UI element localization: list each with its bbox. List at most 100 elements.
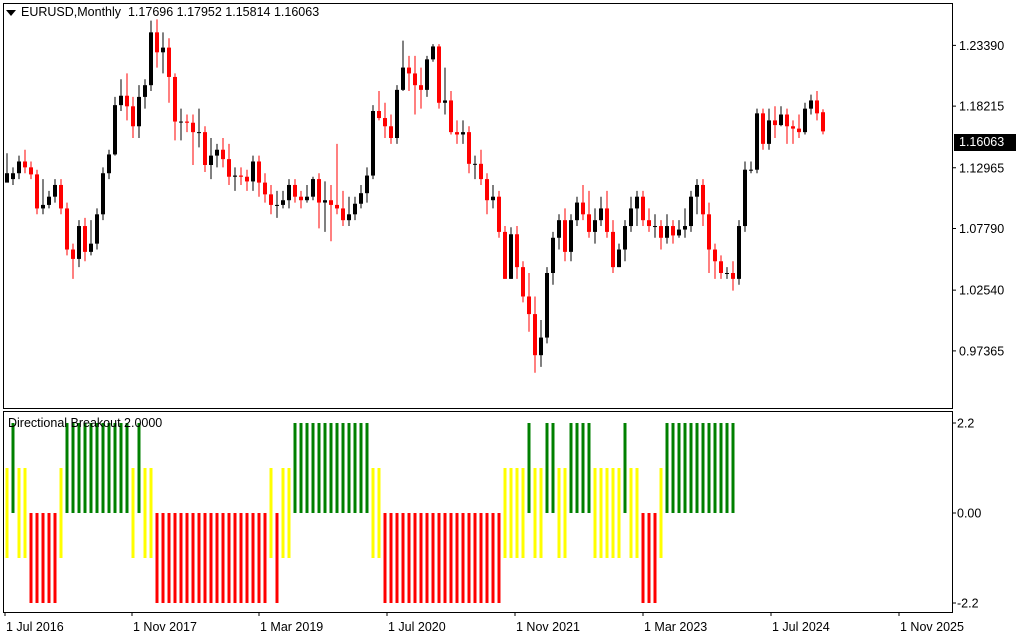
candle-body-bull — [803, 108, 807, 133]
price-tick-label: 1.12965 — [959, 161, 1004, 175]
candle-body-bull — [89, 243, 93, 252]
candle-body-bull — [743, 169, 747, 227]
candle-body-bull — [545, 273, 549, 338]
candle-body-bull — [101, 173, 105, 215]
candle-body-bear — [413, 73, 417, 86]
candle-body-bull — [209, 155, 213, 165]
candle-body-bear — [155, 32, 159, 53]
candle-body-bull — [323, 200, 327, 203]
candle-body-bull — [41, 204, 45, 209]
candle-body-bull — [53, 184, 57, 197]
candle-body-bear — [485, 179, 489, 201]
candle-body-bull — [215, 149, 219, 156]
candle-body-bull — [575, 202, 579, 221]
time-tick-label: 1 Nov 2025 — [900, 620, 964, 634]
candle-body-bull — [233, 175, 237, 177]
candle-body-bear — [227, 159, 231, 177]
candle-body-bull — [149, 32, 153, 86]
candle-body-bear — [449, 100, 453, 133]
candle-body-bear — [23, 161, 27, 168]
candle-body-bull — [593, 220, 597, 232]
candle-body-bear — [203, 132, 207, 165]
candle-body-bear — [503, 231, 507, 279]
candle-body-bull — [5, 173, 9, 183]
candle-body-bear — [167, 47, 171, 77]
candle-body-bull — [569, 220, 573, 252]
candle-body-bear — [773, 120, 777, 126]
candle-body-bear — [131, 106, 135, 127]
candle-body-bear — [335, 204, 339, 209]
candle-body-bull — [509, 234, 513, 279]
candle-body-bear — [605, 208, 609, 232]
candle-body-bear — [659, 226, 663, 238]
candle-body-bear — [563, 220, 567, 252]
candle-body-bear — [791, 126, 795, 129]
candle-body-bull — [629, 208, 633, 227]
candle-body-bear — [761, 113, 765, 144]
time-tick-label: 1 Nov 2021 — [516, 620, 580, 634]
candle-body-bull — [557, 220, 561, 238]
symbol-timeframe: EURUSD,Monthly — [21, 5, 122, 19]
candle-body-bear — [65, 208, 69, 250]
candle-body-bull — [767, 120, 771, 144]
time-tick-label: 1 Jul 2020 — [388, 620, 446, 634]
candle-body-bear — [407, 67, 411, 74]
indicator-tick-label: 2.2 — [957, 417, 974, 431]
candle-body-bear — [191, 122, 195, 133]
candle-body-bear — [83, 226, 87, 252]
current-price-tag: 1.16063 — [954, 134, 1016, 151]
time-tick-label: 1 Jul 2024 — [772, 620, 830, 634]
candle-body-bear — [731, 273, 735, 279]
candle-body-bear — [821, 112, 825, 132]
candle-body-bear — [497, 196, 501, 232]
candle-body-bull — [635, 196, 639, 209]
candle-body-bull — [689, 196, 693, 227]
price-tick-label: 1.02540 — [959, 284, 1004, 298]
candle-body-bull — [809, 100, 813, 109]
candle-body-bear — [785, 114, 789, 127]
candle-body-bear — [245, 176, 249, 182]
price-tick-label: 0.97365 — [959, 344, 1004, 358]
price-tick-label: 1.23390 — [959, 39, 1004, 53]
candle-body-bear — [611, 231, 615, 268]
candle-body-bull — [431, 46, 435, 60]
candle-body-bull — [755, 113, 759, 170]
candle-body-bear — [383, 118, 387, 127]
candle-body-bear — [389, 126, 393, 138]
candle-body-bear — [221, 149, 225, 160]
candle-body-bull — [665, 226, 669, 238]
candle-body-bull — [371, 111, 375, 176]
candle-body-bull — [347, 214, 351, 221]
dropdown-arrow-icon[interactable] — [6, 9, 16, 16]
candle-body-bear — [713, 249, 717, 262]
candle-body-bull — [749, 169, 753, 171]
candle-body-bull — [425, 59, 429, 90]
candle-body-bull — [275, 204, 279, 206]
candle-body-bear — [59, 184, 63, 209]
candle-body-bear — [329, 200, 333, 205]
candle-body-bull — [281, 200, 285, 205]
candle-body-bear — [269, 194, 273, 205]
indicator-tick-label: -2.2 — [957, 597, 979, 611]
candle-body-bull — [737, 226, 741, 279]
candle-body-bear — [641, 196, 645, 221]
candle-body-bear — [377, 111, 381, 119]
candle-body-bull — [677, 229, 681, 236]
candle-body-bull — [77, 226, 81, 259]
candle-body-bull — [551, 237, 555, 273]
candle-body-bull — [143, 85, 147, 97]
candle-body-bull — [599, 208, 603, 221]
candle-body-bull — [161, 47, 165, 53]
candle-body-bull — [95, 214, 99, 244]
candle-body-bear — [707, 214, 711, 250]
candle-body-bear — [479, 163, 483, 180]
candle-body-bear — [293, 184, 297, 197]
candle-body-bear — [35, 174, 39, 209]
candle-body-bull — [365, 175, 369, 194]
candle-body-bull — [617, 249, 621, 268]
candle-body-bull — [311, 179, 315, 197]
candle-body-bear — [527, 296, 531, 315]
candle-body-bull — [443, 100, 447, 103]
candle-body-bull — [179, 121, 183, 123]
candle-body-bear — [587, 214, 591, 232]
